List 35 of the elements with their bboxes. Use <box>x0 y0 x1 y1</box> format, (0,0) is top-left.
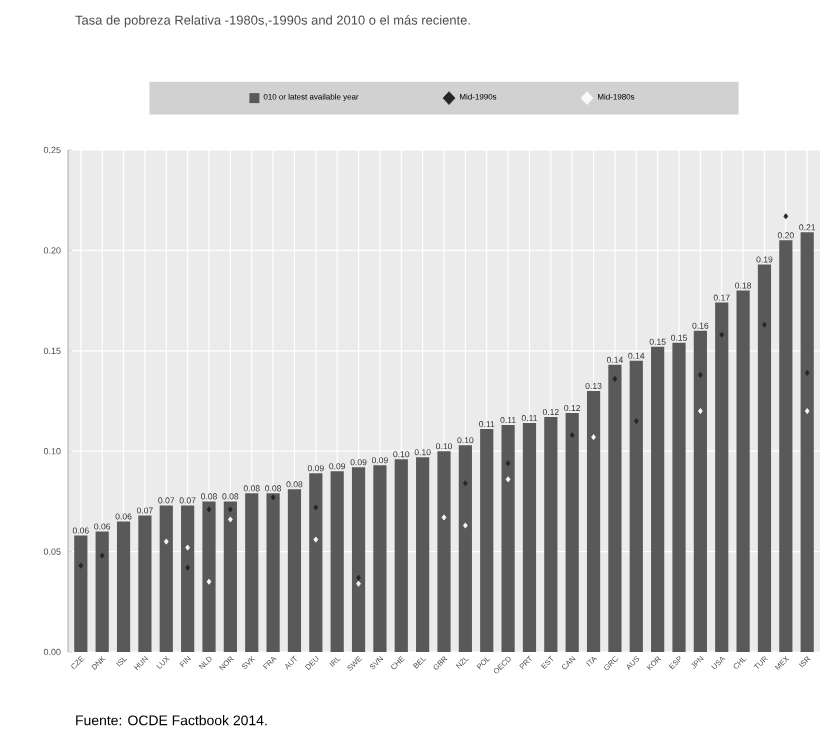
bar <box>116 521 131 652</box>
bar <box>522 423 537 652</box>
bar <box>202 501 216 652</box>
bar <box>736 290 750 652</box>
bar <box>480 429 494 652</box>
bar <box>693 330 707 652</box>
bar <box>586 390 601 652</box>
bar <box>629 360 643 652</box>
bar <box>266 493 280 652</box>
bar <box>651 346 665 652</box>
bar <box>394 459 408 652</box>
bar <box>159 505 173 652</box>
bar <box>416 457 430 652</box>
bar <box>181 505 195 652</box>
bar <box>138 515 152 652</box>
bar <box>95 531 109 652</box>
bar <box>223 501 237 652</box>
bar <box>501 425 515 652</box>
bar <box>608 364 622 652</box>
bar <box>458 445 472 652</box>
bar <box>330 471 344 652</box>
bar <box>437 451 451 652</box>
bar <box>245 493 259 652</box>
bar <box>287 489 302 652</box>
bar <box>715 302 729 652</box>
bar <box>309 473 323 652</box>
bar <box>565 413 579 652</box>
bar <box>351 467 366 652</box>
bar <box>800 232 814 652</box>
bar <box>74 535 88 652</box>
bar <box>672 342 686 652</box>
bar <box>779 240 793 652</box>
bar <box>544 417 558 652</box>
bar <box>373 465 387 652</box>
bar <box>757 264 772 652</box>
